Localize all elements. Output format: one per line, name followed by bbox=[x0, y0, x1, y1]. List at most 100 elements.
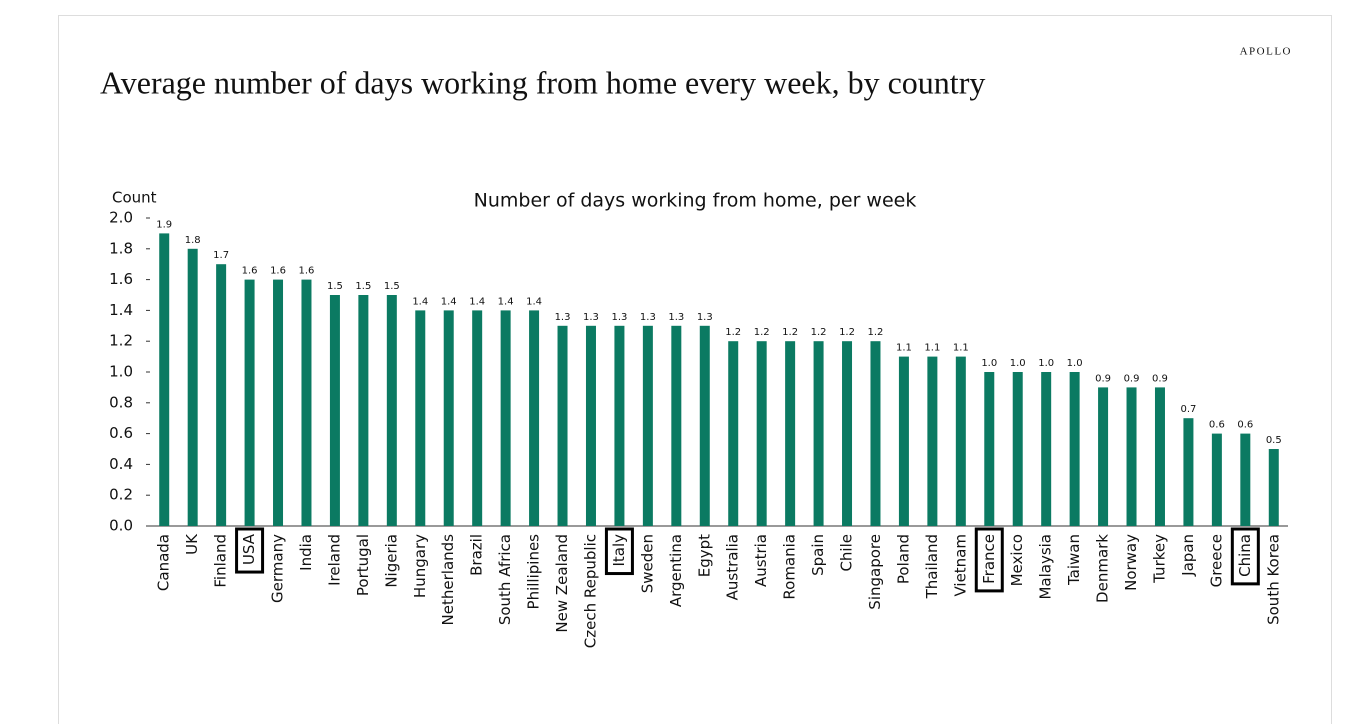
bar bbox=[955, 356, 966, 526]
x-tick-label: India bbox=[297, 534, 315, 571]
y-tick-label: 1.8 bbox=[109, 239, 133, 257]
chart-subtitle: Number of days working from home, per we… bbox=[474, 190, 917, 212]
value-label: 1.3 bbox=[697, 312, 713, 323]
bar bbox=[216, 264, 227, 526]
bar bbox=[1069, 372, 1080, 526]
bar bbox=[1012, 372, 1023, 526]
bar bbox=[329, 295, 340, 526]
value-label: 1.4 bbox=[526, 296, 542, 307]
bar bbox=[1211, 433, 1222, 526]
value-label: 1.0 bbox=[1038, 358, 1054, 369]
x-tick-label: France bbox=[980, 534, 998, 584]
bar bbox=[500, 310, 511, 526]
x-tick-label: Ireland bbox=[325, 534, 343, 586]
x-tick-label: UK bbox=[183, 533, 201, 555]
value-label: 1.2 bbox=[839, 327, 855, 338]
highlight-box bbox=[974, 527, 1004, 593]
bar bbox=[1268, 449, 1279, 526]
x-tick-label: Singapore bbox=[866, 534, 884, 610]
bar bbox=[159, 233, 170, 526]
value-label: 0.9 bbox=[1152, 373, 1168, 384]
x-tick-label: Japan bbox=[1179, 534, 1197, 577]
bar bbox=[472, 310, 483, 526]
value-label: 1.1 bbox=[896, 343, 912, 354]
y-tick-label: 1.2 bbox=[109, 332, 133, 350]
value-label: 1.2 bbox=[725, 327, 741, 338]
bar bbox=[984, 372, 995, 526]
value-label: 1.1 bbox=[953, 343, 969, 354]
brand: APOLLO bbox=[1240, 46, 1292, 58]
value-label: 1.7 bbox=[213, 250, 229, 261]
value-label: 0.6 bbox=[1237, 420, 1253, 431]
x-tick-label: Brazil bbox=[468, 534, 486, 576]
bar bbox=[756, 341, 767, 526]
bar bbox=[187, 248, 198, 527]
y-tick-label: 0.6 bbox=[109, 424, 133, 442]
value-label: 1.2 bbox=[754, 327, 770, 338]
value-label: 1.4 bbox=[441, 296, 457, 307]
value-label: 0.5 bbox=[1266, 435, 1282, 446]
bar bbox=[898, 356, 909, 526]
value-label: 1.3 bbox=[611, 312, 627, 323]
value-label: 0.7 bbox=[1180, 404, 1196, 415]
value-label: 1.3 bbox=[640, 312, 656, 323]
bar bbox=[870, 341, 881, 526]
x-tick-label: Hungary bbox=[411, 534, 429, 598]
x-tick-label: Australia bbox=[724, 534, 742, 600]
x-tick-label: Argentina bbox=[667, 534, 685, 607]
x-tick-label: Thailand bbox=[923, 534, 941, 599]
highlight-box bbox=[1230, 527, 1260, 586]
bar bbox=[728, 341, 739, 526]
value-label: 0.9 bbox=[1095, 373, 1111, 384]
value-label: 1.5 bbox=[384, 281, 400, 292]
x-tick-label: Sweden bbox=[638, 534, 656, 593]
bar bbox=[927, 356, 938, 526]
x-tick-label: Taiwan bbox=[1065, 534, 1083, 586]
bar bbox=[1126, 387, 1137, 526]
value-label: 1.0 bbox=[1010, 358, 1026, 369]
bar bbox=[273, 279, 284, 526]
x-tick-label: Chile bbox=[838, 534, 856, 572]
value-label: 1.4 bbox=[469, 296, 485, 307]
card bbox=[58, 15, 1332, 724]
bar bbox=[1240, 433, 1251, 526]
bar bbox=[614, 325, 625, 526]
x-tick-label: Greece bbox=[1207, 534, 1225, 587]
x-tick-label: Czech Republic bbox=[581, 534, 599, 648]
bar bbox=[642, 325, 653, 526]
x-tick-label: Canada bbox=[155, 534, 173, 591]
x-tick-label: Egypt bbox=[695, 534, 713, 577]
bar bbox=[443, 310, 454, 526]
y-axis-label: Count bbox=[112, 189, 157, 207]
bar bbox=[813, 341, 824, 526]
bar bbox=[557, 325, 568, 526]
bar bbox=[301, 279, 312, 526]
x-tick-label: Finland bbox=[212, 534, 230, 588]
value-label: 0.9 bbox=[1124, 373, 1140, 384]
y-tick-label: 0.0 bbox=[109, 517, 133, 535]
x-tick-label: Nigeria bbox=[382, 534, 400, 588]
value-label: 1.4 bbox=[498, 296, 514, 307]
value-label: 1.6 bbox=[242, 266, 258, 277]
x-tick-label: Turkey bbox=[1150, 534, 1168, 584]
value-label: 1.3 bbox=[583, 312, 599, 323]
bar bbox=[1154, 387, 1165, 526]
x-tick-label: Denmark bbox=[1094, 534, 1112, 603]
bar bbox=[671, 325, 682, 526]
bar bbox=[699, 325, 710, 526]
value-label: 1.3 bbox=[668, 312, 684, 323]
value-label: 1.4 bbox=[412, 296, 428, 307]
y-tick-label: 0.8 bbox=[109, 393, 133, 411]
value-label: 1.2 bbox=[782, 327, 798, 338]
x-tick-label: Mexico bbox=[1008, 534, 1026, 586]
value-label: 1.5 bbox=[327, 281, 343, 292]
value-label: 1.6 bbox=[270, 266, 286, 277]
bar bbox=[1041, 372, 1052, 526]
value-label: 1.2 bbox=[868, 327, 884, 338]
x-tick-label: Phillipines bbox=[525, 534, 543, 610]
value-label: 1.9 bbox=[156, 219, 172, 230]
x-tick-label: USA bbox=[240, 533, 258, 565]
bar bbox=[842, 341, 853, 526]
value-label: 1.0 bbox=[981, 358, 997, 369]
chart-title: Average number of days working from home… bbox=[100, 64, 985, 100]
